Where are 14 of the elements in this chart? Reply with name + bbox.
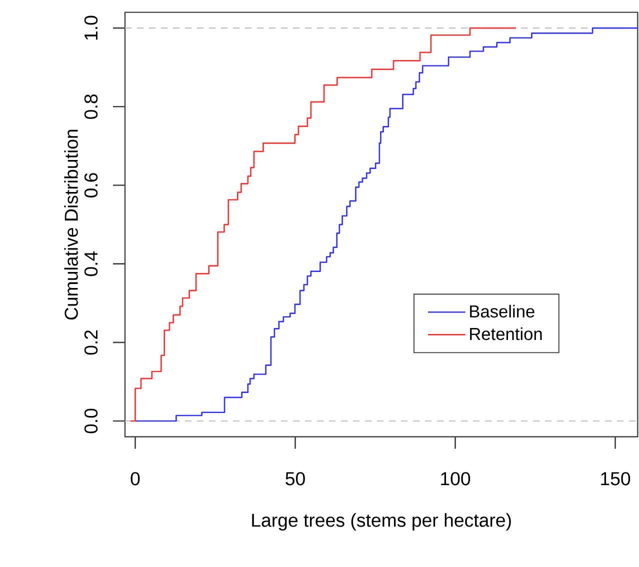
y-tick-label: 1.0: [84, 16, 98, 40]
x-axis-title: Large trees (stems per hectare): [252, 513, 511, 531]
y-tick-label: 0.6: [84, 173, 98, 198]
y-tick-label: 0.4: [84, 251, 98, 276]
legend-label: Baseline: [470, 304, 534, 318]
x-tick-label: 50: [286, 472, 305, 486]
y-tick-label: 0.2: [84, 330, 98, 355]
x-tick-label: 0: [130, 472, 140, 486]
y-tick-label: 0.8: [84, 94, 98, 119]
legend-label: Retention: [470, 327, 542, 340]
x-tick-label: 100: [441, 472, 470, 486]
x-tick-label: 150: [601, 472, 630, 486]
y-axis-title: Cumulative Distribution: [64, 130, 78, 320]
y-tick-label: 0.0: [84, 408, 98, 434]
